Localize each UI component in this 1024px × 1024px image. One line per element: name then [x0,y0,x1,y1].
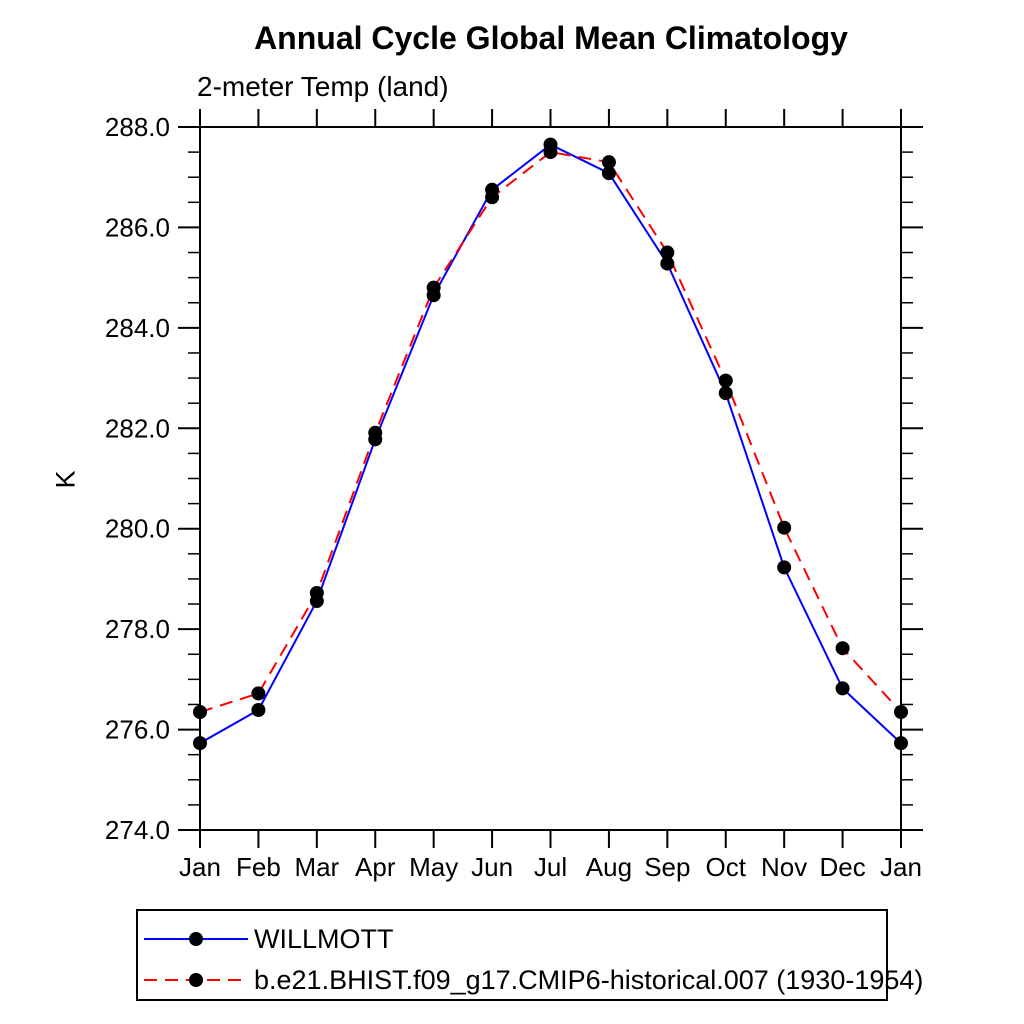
data-point-s0 [777,560,792,575]
y-tick-label: 276.0 [105,715,170,745]
data-point-s1 [368,425,383,440]
x-tick-label: Jun [471,852,513,882]
x-tick-label: Sep [644,852,690,882]
data-point-s1 [718,373,733,388]
legend-line-swatch-dashed [144,973,248,987]
data-point-s1 [543,145,558,160]
series-line-1 [199,151,902,713]
chart-title: Annual Cycle Global Mean Climatology [254,20,848,56]
legend-entry-model: b.e21.BHIST.f09_g17.CMIP6-historical.007… [143,965,923,995]
x-tick-label: Jul [534,852,567,882]
y-tick-label: 288.0 [105,112,170,142]
data-point-s1 [309,585,324,600]
data-point-s1 [835,641,850,656]
y-tick-label: 278.0 [105,614,170,644]
x-tick-label: Dec [819,852,865,882]
data-point-s0 [660,256,675,271]
y-tick-label: 282.0 [105,413,170,443]
data-point-s1 [601,155,616,170]
data-point-s0 [601,166,616,181]
x-tick-label: Oct [706,852,747,882]
x-tick-label: May [409,852,458,882]
axis-box [199,126,902,831]
legend-label-willmott: WILLMOTT [254,923,394,954]
data-point-s1 [193,704,207,719]
x-tick-label: Feb [236,852,281,882]
data-point-s1 [660,245,675,260]
y-tick-label: 274.0 [105,815,170,845]
data-point-s0 [718,386,733,401]
x-tick-label: Apr [355,852,396,882]
chart-subtitle: 2-meter Temp (land) [197,71,449,102]
data-point-s1 [894,704,908,719]
y-tick-label: 284.0 [105,313,170,343]
data-point-s0 [251,702,266,717]
y-tick-label: 286.0 [105,212,170,242]
data-point-s0 [835,681,850,696]
legend-line-swatch-solid [144,932,248,946]
legend-entry-willmott: WILLMOTT [143,924,394,954]
x-tick-label: Jan [179,852,221,882]
data-point-s1 [426,280,441,295]
y-tick-label: 280.0 [105,514,170,544]
x-tick-label: Aug [586,852,632,882]
data-point-s0 [894,736,908,751]
data-point-s0 [193,736,207,751]
series-line-0 [199,143,902,744]
data-point-s1 [251,686,266,701]
legend-label-model: b.e21.BHIST.f09_g17.CMIP6-historical.007… [254,964,924,995]
x-tick-label: Jan [880,852,922,882]
x-tick-label: Mar [294,852,339,882]
data-point-s1 [485,190,500,205]
legend-box: WILLMOTT b.e21.BHIST.f09_g17.CMIP6-histo… [136,909,923,1001]
x-tick-label: Nov [761,852,807,882]
data-point-s1 [777,520,792,535]
